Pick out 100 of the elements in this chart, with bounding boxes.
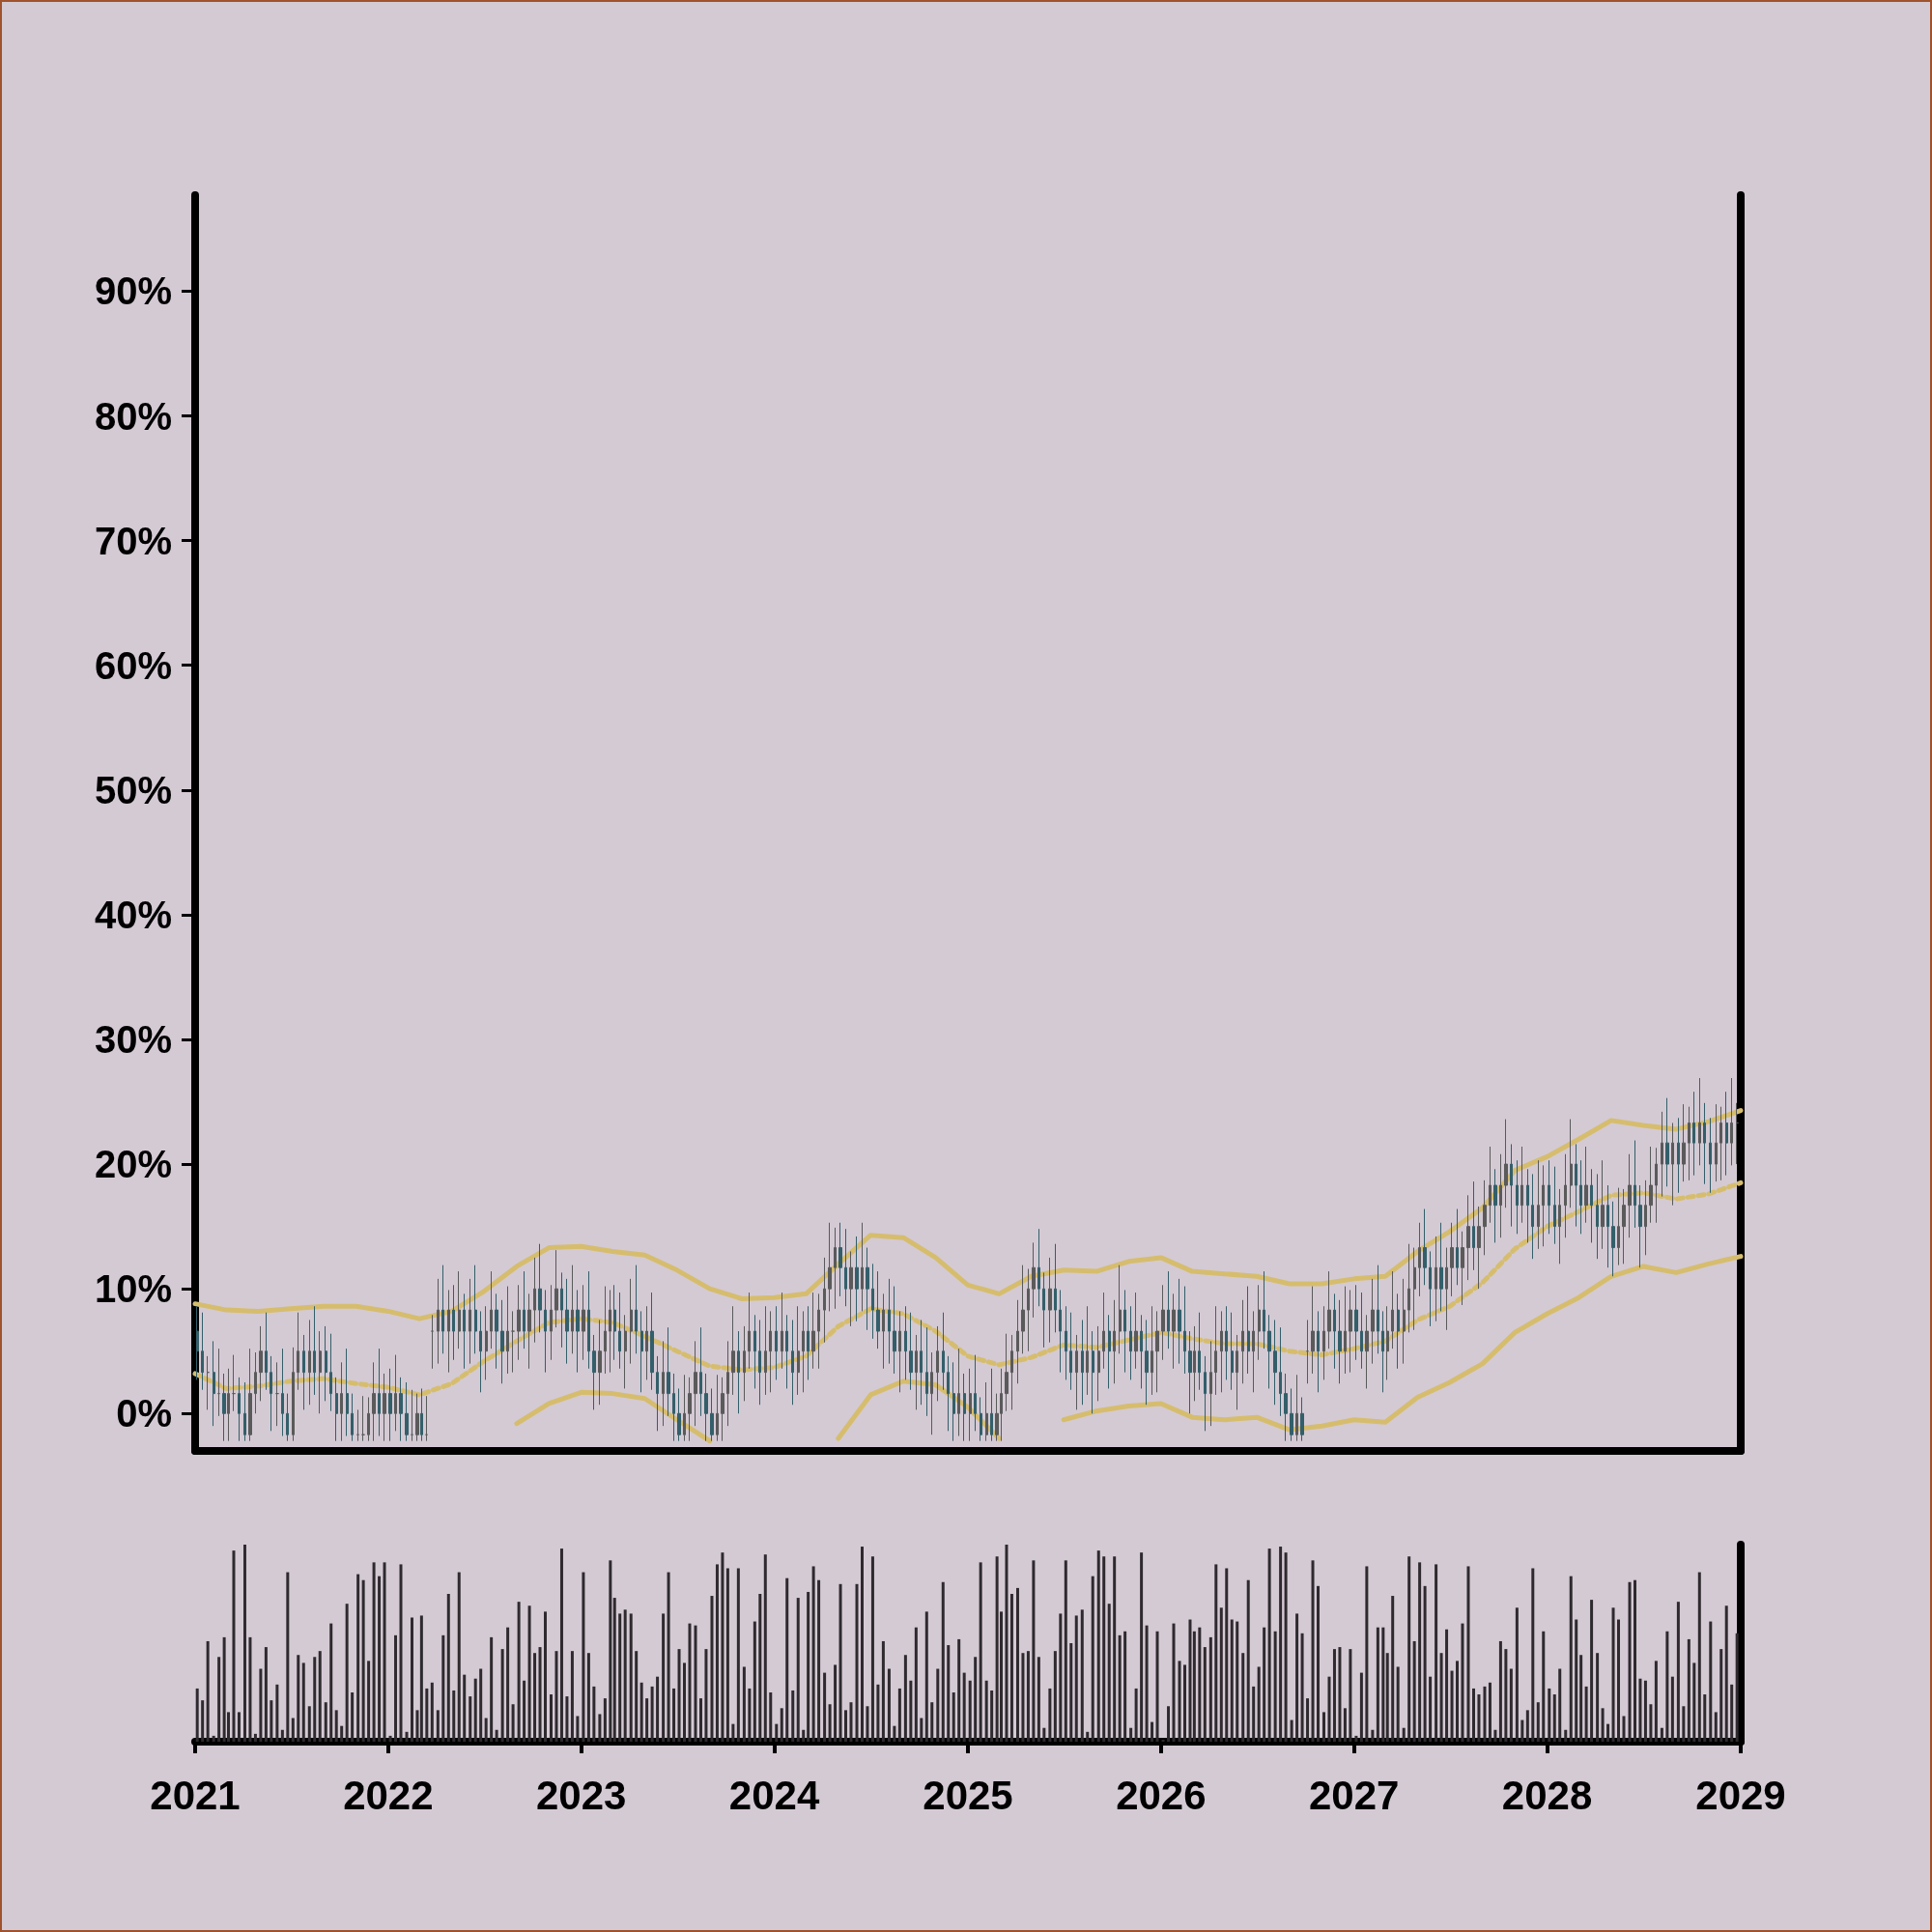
- x-tick-label: 2023: [536, 1772, 627, 1818]
- bar: [780, 1708, 783, 1742]
- x-tick-label: 2024: [728, 1772, 820, 1818]
- candlestick: [866, 1247, 869, 1331]
- candlestick: [511, 1310, 515, 1374]
- bar: [457, 1572, 461, 1742]
- candlestick: [452, 1284, 455, 1361]
- candlestick: [1575, 1143, 1577, 1228]
- candlestick: [942, 1312, 945, 1391]
- bar: [1225, 1568, 1229, 1742]
- bar: [1548, 1688, 1551, 1742]
- candlestick: [963, 1373, 966, 1442]
- y-tick-label: 20%: [94, 1143, 172, 1186]
- candlestick: [275, 1361, 279, 1427]
- y-tick-label: 70%: [94, 519, 172, 562]
- bar: [318, 1651, 322, 1742]
- candlestick: [871, 1263, 874, 1340]
- candlestick: [1252, 1310, 1255, 1393]
- candlestick: [378, 1348, 381, 1437]
- candlestick: [405, 1381, 409, 1442]
- bar: [248, 1636, 252, 1742]
- candlestick: [849, 1250, 853, 1327]
- candlestick: [1403, 1278, 1406, 1365]
- bar: [721, 1552, 724, 1742]
- candlestick: [196, 1305, 199, 1380]
- bar: [1445, 1629, 1449, 1742]
- bar: [785, 1577, 789, 1742]
- candlestick: [1145, 1319, 1149, 1406]
- candlestick: [1042, 1271, 1045, 1349]
- bar: [576, 1716, 580, 1742]
- bar: [1134, 1688, 1138, 1742]
- candlestick: [490, 1270, 493, 1350]
- bar: [698, 1698, 702, 1742]
- candlestick: [1371, 1278, 1375, 1365]
- bar: [1123, 1631, 1127, 1742]
- bar: [242, 1545, 246, 1742]
- bar: [612, 1598, 616, 1742]
- bar: [361, 1579, 365, 1742]
- candlestick: [207, 1355, 210, 1410]
- y-tick-label: 30%: [94, 1017, 172, 1061]
- bar: [775, 1723, 779, 1742]
- bar: [1198, 1627, 1202, 1742]
- candlestick: [915, 1334, 918, 1410]
- bar: [962, 1672, 966, 1742]
- bar: [430, 1682, 434, 1742]
- candlestick: [1059, 1289, 1062, 1374]
- bar: [1590, 1600, 1594, 1742]
- candlestick: [1010, 1334, 1013, 1410]
- bar: [1086, 1731, 1090, 1742]
- bar: [731, 1723, 735, 1742]
- bar: [1536, 1702, 1540, 1742]
- candlestick: [1634, 1140, 1636, 1229]
- bar: [1418, 1562, 1422, 1742]
- candlestick: [893, 1286, 896, 1375]
- bar: [1107, 1604, 1111, 1742]
- bar: [990, 1690, 994, 1742]
- candlestick: [1553, 1166, 1556, 1245]
- bar: [1381, 1627, 1385, 1742]
- candlestick: [904, 1305, 907, 1380]
- bar: [1354, 1735, 1358, 1742]
- bar: [1396, 1666, 1400, 1742]
- bar: [1005, 1545, 1009, 1742]
- candlestick: [828, 1222, 832, 1312]
- candlestick: [716, 1374, 719, 1442]
- candlestick: [582, 1284, 585, 1361]
- bar: [1520, 1719, 1524, 1742]
- bar: [1579, 1655, 1583, 1742]
- bar: [844, 1710, 848, 1742]
- bar: [672, 1688, 676, 1742]
- candlestick: [1134, 1292, 1138, 1370]
- candlestick: [802, 1310, 805, 1393]
- candlestick: [1209, 1340, 1212, 1427]
- candlestick: [598, 1319, 602, 1406]
- candlestick: [797, 1305, 800, 1396]
- bar: [1670, 1676, 1674, 1742]
- bar: [609, 1560, 612, 1742]
- candlestick: [1413, 1247, 1416, 1331]
- candlestick: [351, 1393, 354, 1442]
- bar: [903, 1655, 907, 1742]
- candlestick: [1391, 1270, 1394, 1350]
- candlestick: [587, 1270, 590, 1370]
- bar: [452, 1690, 456, 1742]
- candlestick: [517, 1284, 521, 1361]
- bar: [1064, 1560, 1067, 1742]
- bar: [1208, 1636, 1212, 1742]
- candlestick: [1542, 1164, 1545, 1247]
- bar: [500, 1649, 504, 1742]
- bar: [1359, 1672, 1363, 1742]
- candlestick: [1193, 1325, 1196, 1402]
- bar: [1322, 1712, 1326, 1742]
- candlestick: [645, 1305, 648, 1380]
- bar: [1140, 1552, 1144, 1742]
- bar: [1435, 1564, 1438, 1742]
- bar: [1466, 1566, 1470, 1742]
- candlestick: [1493, 1168, 1497, 1243]
- candlestick: [302, 1334, 305, 1410]
- candlestick: [604, 1286, 607, 1375]
- bar: [1407, 1556, 1411, 1742]
- candlestick: [811, 1292, 815, 1370]
- bar: [974, 1657, 978, 1742]
